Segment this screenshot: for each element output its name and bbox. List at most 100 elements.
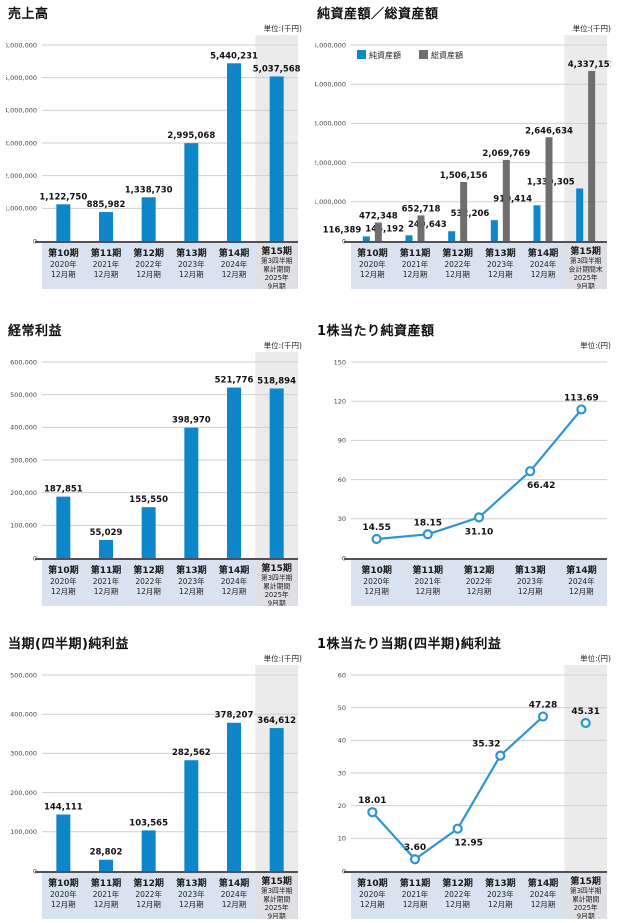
legend-label: 総資産額 bbox=[431, 50, 463, 60]
net-income-bar-chart-canvas: 500,000 400,000 300,000 200,000 100,000 0 144,… bbox=[10, 665, 298, 919]
category-label: 2023年 bbox=[517, 576, 544, 586]
highlight-column bbox=[564, 665, 607, 872]
category-label: 第3四半期 bbox=[261, 256, 293, 265]
bar bbox=[56, 204, 71, 241]
category-label: 2024年 bbox=[530, 889, 557, 899]
category-label: 2022年 bbox=[444, 889, 471, 899]
data-label: 378,207 bbox=[215, 711, 254, 721]
data-point-marker bbox=[576, 404, 587, 415]
category-label: 第10期 bbox=[48, 564, 79, 576]
category-label: 第14期 bbox=[219, 247, 250, 259]
footer-band-highlight-cell bbox=[255, 243, 298, 289]
y-tick-label: 100,000 bbox=[10, 828, 37, 836]
bar bbox=[56, 496, 71, 558]
category-label: 2021年 bbox=[93, 889, 120, 899]
chart-title: 経常利益 bbox=[8, 324, 63, 339]
category-label: 第3四半期 bbox=[261, 886, 293, 895]
data-label: 14.55 bbox=[362, 523, 390, 533]
category-label: 12月期 bbox=[531, 270, 556, 279]
data-label: 398,970 bbox=[172, 416, 211, 426]
bar bbox=[56, 814, 71, 871]
category-label: 第14期 bbox=[566, 564, 597, 576]
category-label: 12月期 bbox=[136, 587, 161, 596]
footer-band-highlight-cell bbox=[564, 873, 607, 919]
sales-bar-chart-canvas: 6,000,000 5,000,000 4,000,000 3,000,000 2,00… bbox=[6, 35, 301, 289]
chart-net-income: 当期(四半期)純利益 単位:(千円) 500,000 400,000 300,000… bbox=[4, 636, 306, 919]
y-tick-label: 2,000,000 bbox=[6, 172, 37, 180]
category-label: 累計期間 bbox=[572, 895, 599, 904]
y-tick-label: 300,000 bbox=[10, 456, 37, 464]
category-label: 第11期 bbox=[413, 564, 444, 576]
category-label: 2022年 bbox=[135, 889, 162, 899]
y-tick-label: 10 bbox=[338, 835, 346, 843]
category-label: 第3四半期 bbox=[570, 886, 602, 895]
y-tick-label: 200,000 bbox=[10, 489, 37, 497]
category-label: 2020年 bbox=[50, 576, 77, 586]
category-label: 12月期 bbox=[94, 270, 119, 279]
category-label: 第14期 bbox=[528, 247, 559, 259]
bar bbox=[460, 181, 468, 241]
category-label: 第15期 bbox=[570, 245, 601, 257]
data-point-marker bbox=[537, 711, 549, 722]
footer-band bbox=[351, 243, 607, 289]
data-label: 66.42 bbox=[527, 481, 555, 491]
category-label: 12月期 bbox=[445, 270, 470, 279]
data-point-marker bbox=[525, 466, 536, 477]
data-label: 5,037,568 bbox=[253, 64, 301, 74]
category-label: 12月期 bbox=[94, 900, 119, 909]
highlight-column bbox=[564, 35, 607, 242]
bar bbox=[417, 215, 425, 241]
data-label: 518,894 bbox=[257, 376, 296, 386]
category-label: 2020年 bbox=[363, 576, 390, 586]
category-label: 12月期 bbox=[222, 270, 247, 279]
data-point-marker bbox=[422, 529, 433, 540]
y-tick-label: 60 bbox=[338, 671, 346, 679]
category-label: 2021年 bbox=[93, 259, 120, 269]
chart-unit-label: 単位:(千円) bbox=[263, 341, 302, 350]
data-label: 116,389 bbox=[323, 225, 362, 235]
data-label: 113.69 bbox=[564, 393, 599, 403]
category-label: 第12期 bbox=[133, 877, 164, 889]
category-label: 2020年 bbox=[50, 889, 77, 899]
category-label: 9月期 bbox=[268, 600, 286, 607]
category-label: 累計期間 bbox=[263, 895, 290, 904]
category-label: 第10期 bbox=[357, 877, 388, 889]
category-label: 第10期 bbox=[48, 247, 79, 259]
y-tick-label: 400,000 bbox=[10, 711, 37, 719]
net-assets-grouped-bar-chart-canvas: 5,000,000 4,000,000 3,000,000 2,000,000 1,00… bbox=[315, 35, 611, 289]
category-label: 第3四半期 bbox=[570, 256, 602, 265]
category-label: 第10期 bbox=[361, 564, 392, 576]
bar bbox=[184, 427, 199, 558]
bar bbox=[99, 540, 113, 558]
data-point-marker bbox=[409, 854, 421, 865]
y-tick-label: 150 bbox=[334, 358, 346, 366]
data-label: 35.32 bbox=[472, 740, 500, 750]
y-tick-label: 200,000 bbox=[10, 789, 37, 797]
bar bbox=[184, 143, 199, 241]
footer-band bbox=[351, 560, 607, 606]
chart-net-income-per-share: 1株当たり当期(四半期)純利益 単位:(円) 60 50 40 30 20 10 0 18.0… bbox=[313, 636, 615, 919]
data-label: 521,776 bbox=[215, 376, 254, 386]
category-label: 2020年 bbox=[359, 259, 386, 269]
category-label: 第13期 bbox=[485, 877, 516, 889]
data-label: 18.15 bbox=[414, 518, 442, 528]
category-label: 2024年 bbox=[568, 576, 595, 586]
bar bbox=[227, 722, 241, 871]
bar bbox=[141, 197, 156, 241]
category-label: 2024年 bbox=[221, 889, 248, 899]
category-label: 第12期 bbox=[442, 247, 473, 259]
legend-label: 純資産額 bbox=[369, 50, 401, 60]
y-tick-label: 40 bbox=[338, 737, 346, 745]
bar bbox=[184, 760, 199, 871]
category-label: 第13期 bbox=[176, 247, 207, 259]
category-label: 2023年 bbox=[178, 889, 205, 899]
y-tick-label: 1,000,000 bbox=[315, 198, 346, 206]
bar bbox=[99, 212, 113, 241]
category-label: 第11期 bbox=[400, 247, 431, 259]
bar bbox=[141, 507, 156, 558]
category-label: 12月期 bbox=[222, 900, 247, 909]
category-label: 第13期 bbox=[176, 564, 207, 576]
category-label: 2023年 bbox=[178, 576, 205, 586]
y-tick-label: 5,000,000 bbox=[6, 74, 37, 82]
data-label: 282,562 bbox=[172, 748, 211, 758]
